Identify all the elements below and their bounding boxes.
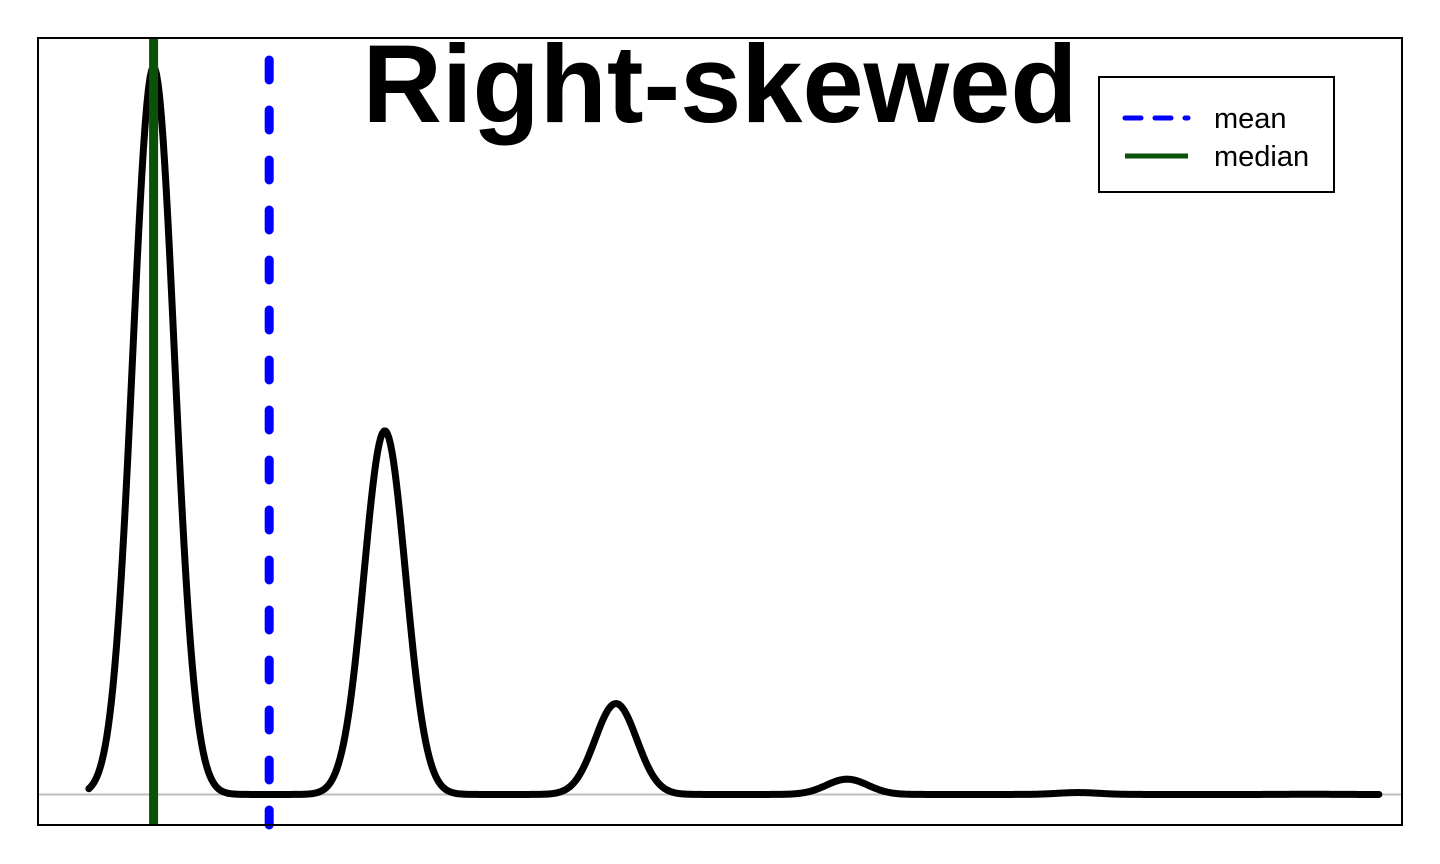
legend-label-mean: mean — [1214, 103, 1287, 135]
density-curve-0 — [85, 63, 1383, 798]
plot-frame — [37, 37, 1403, 826]
legend-box — [1098, 76, 1335, 193]
chart-title: Right-skewed — [362, 23, 1077, 146]
legend: mean median — [1098, 76, 1335, 193]
marks-layer — [38, 38, 1402, 830]
legend-label-median: median — [1214, 141, 1309, 173]
